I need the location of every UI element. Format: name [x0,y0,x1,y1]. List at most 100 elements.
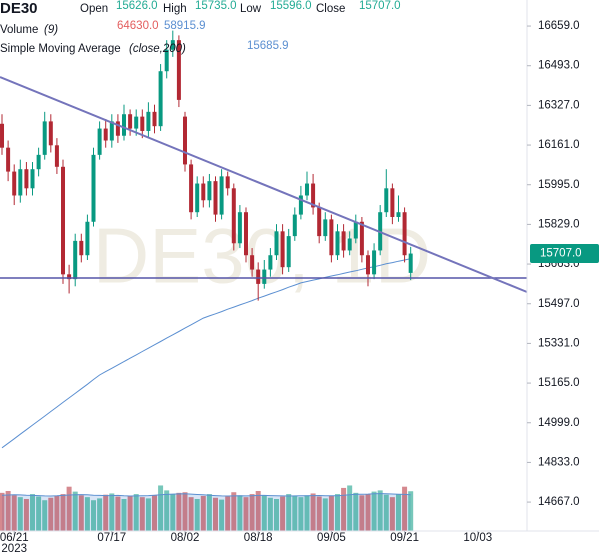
volume-bar [255,491,261,531]
volume-params: (9) [44,24,58,36]
volume-bar [371,491,377,531]
y-tick-label: 15165.0 [538,377,580,389]
volume-bar [395,494,401,531]
volume-bar [200,495,206,531]
x-tick-label: 08/18 [244,532,273,544]
y-tick-label: 15995.0 [538,179,580,191]
candle-body [12,171,17,196]
low-value: 15596.0 [270,0,312,12]
candle-body [280,231,285,268]
candle-body [347,238,352,251]
volume-bar [103,494,109,531]
candle-body [48,121,53,146]
high-label: High [163,3,187,15]
open-label: Open [80,3,108,15]
candle-body [359,221,364,256]
candle-body [219,176,224,215]
candle-body [213,181,218,215]
candle-body [42,121,47,155]
y-tick-label: 15497.0 [538,298,580,310]
x-tick-label: 06/21 [0,532,29,544]
volume-bar [408,491,414,531]
candle-body [225,176,230,189]
volume-bar [249,494,255,531]
candle-body [372,250,377,275]
volume-bar [347,485,353,531]
volume-bar [389,497,395,531]
volume-bar [237,495,243,531]
close-label: Close [316,3,345,15]
legend: DE30 Open 15626.0 High 15735.0 Low 15596… [0,0,401,55]
y-tick-label: 14999.0 [538,417,580,429]
candle-body [298,195,303,215]
price-tag [530,244,599,264]
volume-bar [231,492,237,531]
sma-line [1,258,411,449]
candle-body [158,71,163,127]
volume-bar [298,497,304,531]
volume-bar [48,497,54,531]
candle-body [323,219,328,237]
close-value: 15707.0 [359,0,401,12]
volume-bar [292,495,298,531]
volume-bar [42,500,48,531]
candle-body [365,255,370,275]
candle-body [182,116,187,165]
volume-bar [316,496,322,531]
candle-body [311,183,316,208]
volume-bar [91,500,97,531]
candle-body [97,128,102,155]
x-tick-label: 09/21 [390,532,419,544]
candle-body [341,231,346,251]
x-tick-label: 08/02 [171,532,200,544]
candle-body [189,164,194,213]
y-tick-label: 16327.0 [538,99,580,111]
volume-bar [188,497,194,531]
volume-label: Volume [0,24,38,36]
x-tick-label: 07/17 [97,532,126,544]
y-tick-label: 14667.0 [538,496,580,508]
volume-bar [127,495,133,531]
candle-body [146,111,151,131]
candle-body [6,147,11,172]
candle-body [317,207,322,237]
candle-body [286,236,291,268]
candle-body [85,221,90,256]
volume-bar [334,494,340,531]
volume-bar [273,499,279,531]
candle-body [408,253,413,273]
candle-body [329,219,334,256]
candle-body [274,231,279,256]
candle-body [396,212,401,217]
volume-bar [267,497,273,531]
candle-body [122,114,127,136]
y-tick-label: 16161.0 [538,139,580,151]
candle-body [115,121,120,136]
volume-bar [402,486,408,531]
candle-body [0,123,5,148]
candle-body [402,212,407,256]
volume-bar [60,494,66,531]
volume-bar [115,496,121,531]
candle-body [384,188,389,213]
volume-bar [158,485,164,531]
candle-body [128,114,133,129]
volume-bar [170,494,176,531]
volume-ma-line [1,493,411,497]
candle-body [109,121,114,141]
volume-bar [182,492,188,531]
volume-bar [225,496,231,531]
candle-body [237,212,242,244]
symbol: DE30 [0,0,38,17]
candle-body [250,255,255,270]
volume-bar [243,497,249,531]
candle-body [73,240,78,280]
volume-bar [176,492,182,531]
volume-bar [304,495,310,531]
volume-bar [145,498,151,531]
volume-value: 64630.0 [117,20,159,32]
candle-body [243,212,248,256]
volume-bar [365,494,371,531]
sma-params: (close,200) [129,43,186,55]
